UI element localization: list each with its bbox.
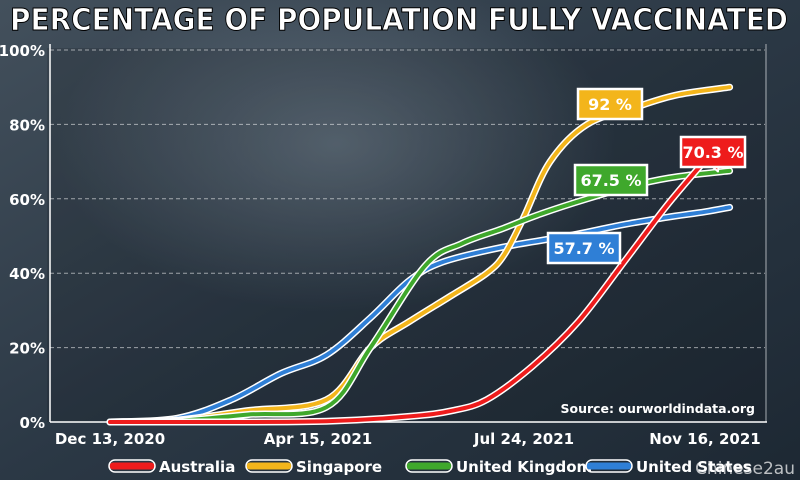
x-tick-label: Dec 13, 2020 bbox=[55, 430, 165, 448]
end-label-box-australia bbox=[679, 135, 747, 169]
chart-title: PERCENTAGE OF POPULATION FULLY VACCINATE… bbox=[10, 3, 788, 38]
y-tick-label: 60% bbox=[9, 191, 45, 209]
legend-swatch-outline bbox=[108, 459, 156, 473]
end-label-australia: 70.3 % bbox=[682, 143, 743, 162]
end-label-united-kingdom: 67.5 % bbox=[580, 171, 641, 190]
y-tick-label: 0% bbox=[20, 414, 45, 432]
legend-label-singapore: Singapore bbox=[296, 458, 382, 476]
legend-label-united-states: United States bbox=[636, 458, 752, 476]
legend-swatch-outline bbox=[245, 459, 293, 473]
x-tick-label: Jul 24, 2021 bbox=[473, 430, 574, 448]
grid bbox=[50, 49, 765, 349]
plot-area bbox=[47, 48, 765, 422]
end-label-box-united-kingdom bbox=[573, 163, 649, 197]
y-tick-label: 80% bbox=[9, 116, 45, 134]
legend-label-united-kingdom: United Kingdom bbox=[456, 458, 592, 476]
x-tick-label: Nov 16, 2021 bbox=[649, 430, 760, 448]
end-label-united-states: 57.7 % bbox=[553, 239, 614, 258]
end-label-box-singapore bbox=[576, 87, 644, 121]
watermark: Chinese2au bbox=[695, 459, 795, 479]
legend-label-australia: Australia bbox=[159, 458, 235, 476]
y-tick-label: 20% bbox=[9, 340, 45, 358]
source-note: Source: ourworldindata.org bbox=[560, 401, 755, 416]
end-label-singapore: 92 % bbox=[588, 95, 632, 114]
series-line-australia bbox=[108, 158, 707, 425]
axes: 0% 20% 40% 60% 80% 100% Dec 13, 2020 Apr 15, 20… bbox=[0, 42, 767, 448]
legend-swatch-outline bbox=[585, 459, 633, 473]
legend: Australia Singapore United Kingdom United S… bbox=[108, 458, 752, 476]
y-tick-label: 100% bbox=[0, 42, 45, 60]
y-tick-label: 40% bbox=[9, 265, 45, 283]
end-labels: 70.3 % 92 % 67.5 % 57.7 % bbox=[546, 87, 747, 265]
x-tick-label: Apr 15, 2021 bbox=[264, 430, 373, 448]
legend-swatch-outline bbox=[405, 459, 453, 473]
end-label-box-united-states bbox=[546, 231, 622, 265]
